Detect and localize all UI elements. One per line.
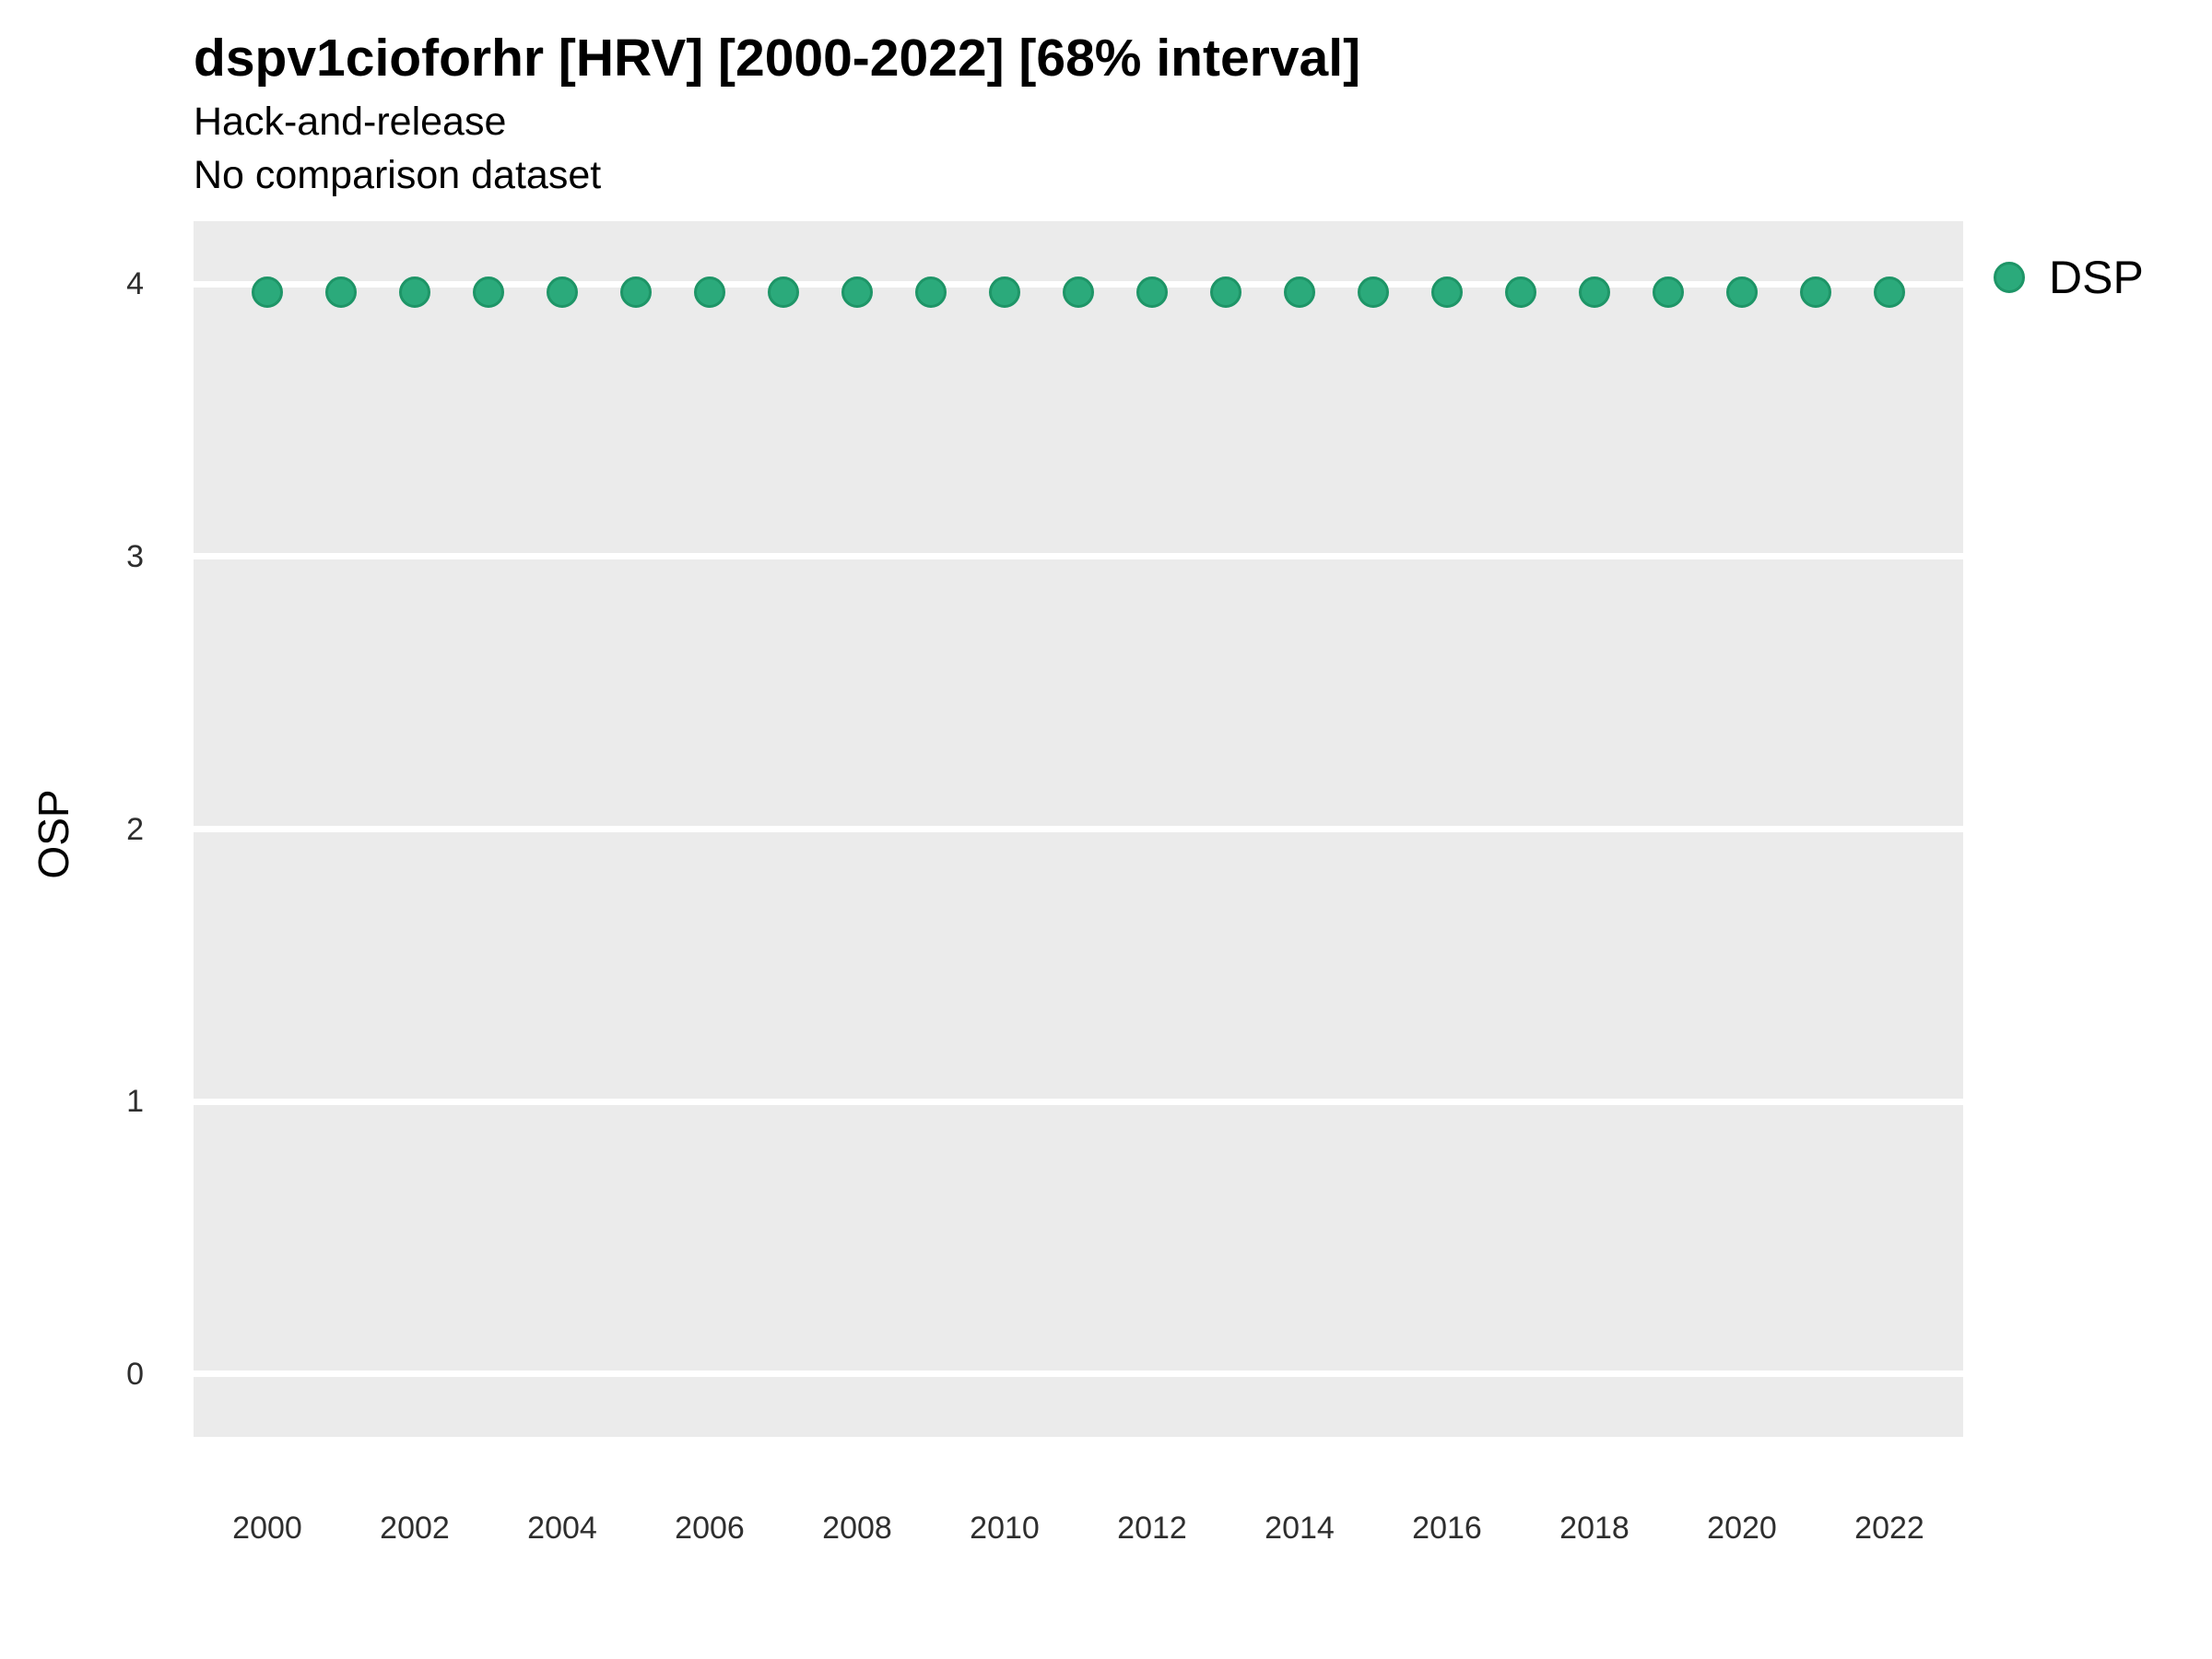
data-point-2015 (1358, 276, 1389, 308)
data-point-2018 (1579, 276, 1610, 308)
data-point-2005 (620, 276, 652, 308)
data-point-2008 (841, 276, 873, 308)
data-point-2012 (1136, 276, 1168, 308)
x-tick-label-2002: 2002 (380, 1511, 450, 1546)
plot-panel (194, 221, 1963, 1437)
gridline-y-0 (194, 1371, 1963, 1378)
y-tick-label-0: 0 (126, 1356, 144, 1392)
x-tick-label-2016: 2016 (1412, 1511, 1482, 1546)
data-point-2000 (252, 276, 283, 308)
x-tick-label-2008: 2008 (822, 1511, 892, 1546)
data-point-2001 (325, 276, 357, 308)
data-point-2017 (1505, 276, 1536, 308)
x-tick-label-2014: 2014 (1265, 1511, 1335, 1546)
x-tick-label-2010: 2010 (970, 1511, 1040, 1546)
data-point-2011 (1063, 276, 1094, 308)
data-point-2003 (473, 276, 504, 308)
data-point-2020 (1726, 276, 1758, 308)
data-point-2022 (1874, 276, 1905, 308)
gridline-y-3 (194, 553, 1963, 560)
x-tick-label-2006: 2006 (675, 1511, 745, 1546)
data-point-2014 (1284, 276, 1315, 308)
x-tick-label-2000: 2000 (232, 1511, 302, 1546)
chart-subtitle-line1: Hack-and-release (194, 100, 507, 144)
chart-title: dspv1cioforhr [HRV] [2000-2022] [68% int… (194, 29, 1361, 88)
data-point-2004 (547, 276, 578, 308)
data-point-2006 (694, 276, 725, 308)
x-tick-label-2022: 2022 (1854, 1511, 1924, 1546)
legend-label: DSP (2049, 252, 2144, 303)
y-tick-label-2: 2 (126, 811, 144, 847)
y-tick-label-1: 1 (126, 1084, 144, 1120)
data-point-2013 (1210, 276, 1241, 308)
y-tick-label-4: 4 (126, 266, 144, 302)
data-point-2007 (768, 276, 799, 308)
data-point-2010 (989, 276, 1020, 308)
y-tick-label-3: 3 (126, 538, 144, 574)
legend: DSP (1994, 254, 2144, 300)
x-tick-label-2018: 2018 (1559, 1511, 1630, 1546)
legend-point-icon (1994, 262, 2025, 293)
data-point-2002 (399, 276, 430, 308)
x-tick-label-2020: 2020 (1707, 1511, 1777, 1546)
data-point-2009 (915, 276, 947, 308)
data-point-2021 (1800, 276, 1831, 308)
gridline-y-1 (194, 1098, 1963, 1105)
x-tick-label-2004: 2004 (527, 1511, 597, 1546)
gridline-y-2 (194, 826, 1963, 832)
x-tick-label-2012: 2012 (1117, 1511, 1187, 1546)
chart-subtitle-line2: No comparison dataset (194, 153, 602, 197)
data-point-2016 (1431, 276, 1463, 308)
data-point-2019 (1653, 276, 1684, 308)
